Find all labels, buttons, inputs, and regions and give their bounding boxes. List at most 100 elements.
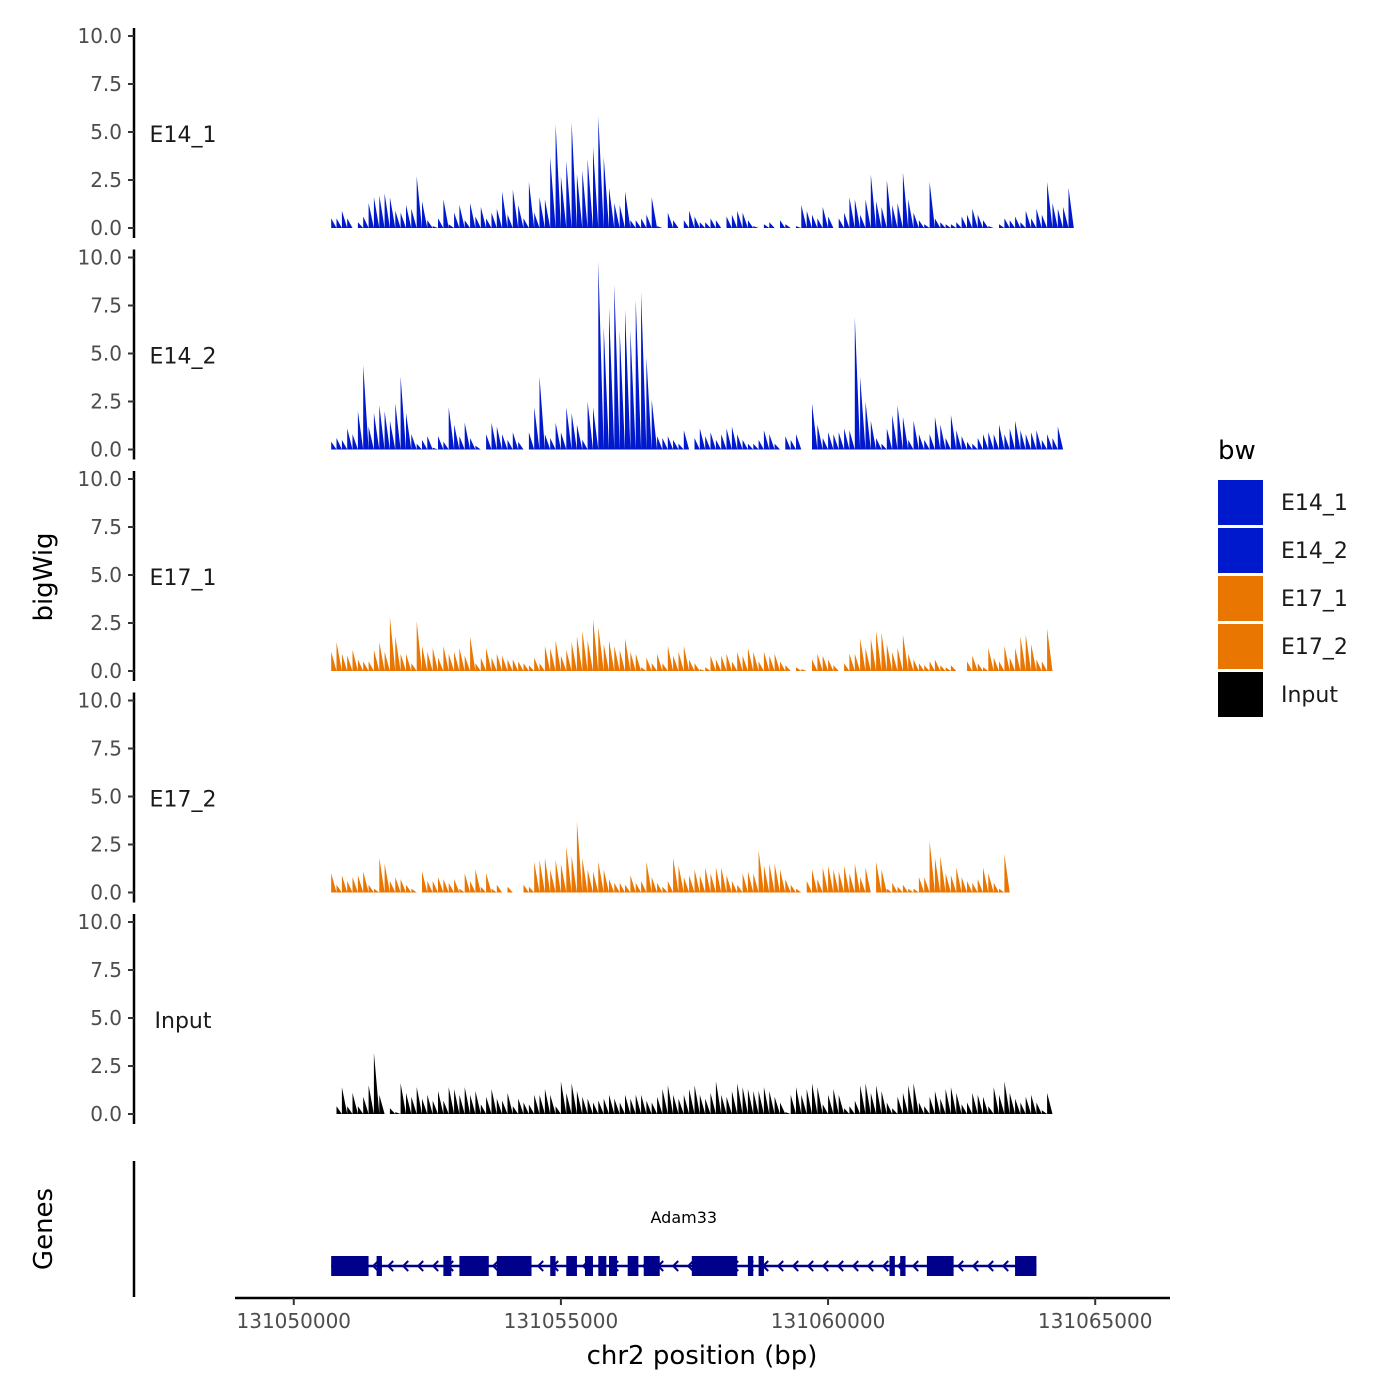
y-tick-label: 7.5 [90,958,122,982]
strand-arrow [386,1260,394,1272]
gene-exon [459,1256,489,1276]
strand-arrow [686,1260,694,1272]
y-tick-label: 7.5 [90,737,122,761]
y-tick-label: 5.0 [90,120,122,144]
legend-label: E17_1 [1281,587,1348,612]
coverage-area [331,617,1053,671]
gene-exon [584,1256,593,1276]
strand-arrow [791,1260,799,1272]
y-tick-label: 2.5 [90,833,122,857]
y-tick-label: 7.5 [90,515,122,539]
strand-arrow [536,1260,544,1272]
legend-label: E17_2 [1281,635,1348,660]
strand-arrow [881,1260,889,1272]
y-tick-label: 10.0 [77,246,122,270]
track-e17-1: 0.0 2.5 5.0 7.5 10.0 E17_1 [77,467,1053,683]
x-tick-label: 131060000 [771,1309,886,1333]
y-tick-label: 10.0 [77,689,122,713]
x-axis-title: chr2 position (bp) [587,1341,818,1371]
y-tick-label: 5.0 [90,1006,122,1030]
gene-exon [376,1256,382,1276]
gene-exon [443,1256,452,1276]
gene-exon [900,1256,906,1276]
strand-arrow [851,1260,859,1272]
coverage-area [331,1052,1053,1114]
y-tick-label: 10.0 [77,467,122,491]
y-tick-label: 5.0 [90,342,122,366]
strand-arrow [971,1260,979,1272]
gene-exon [627,1256,639,1276]
x-tick-label: 131055000 [504,1309,619,1333]
track-e17-2: 0.0 2.5 5.0 7.5 10.0 E17_2 [77,689,1010,905]
coverage-area [331,821,1010,893]
strand-arrow [431,1260,439,1272]
strand-arrow [416,1260,424,1272]
gene-panel: Adam33 [132,1161,1037,1297]
legend-key [1218,624,1263,669]
strand-arrow [821,1260,829,1272]
x-tick-label: 131065000 [1038,1309,1153,1333]
legend-key [1218,528,1263,573]
gene-exon [691,1256,738,1276]
legend-label: E14_2 [1281,539,1348,564]
y-tick-label: 5.0 [90,563,122,587]
gene-exon [550,1256,556,1276]
legend-key [1218,480,1263,525]
y-tick-label: 0.0 [90,881,122,905]
y-tick-label: 0.0 [90,1102,122,1126]
strand-arrow [371,1260,379,1272]
track-label: Input [155,1009,212,1034]
y-tick-label: 10.0 [77,910,122,934]
strand-arrow [776,1260,784,1272]
strand-arrow [1001,1260,1009,1272]
gene-exon [758,1256,764,1276]
gene-exon [331,1256,369,1276]
strand-arrow [671,1260,679,1272]
y-tick-label: 0.0 [90,438,122,462]
strand-arrow [866,1260,874,1272]
gene-exon [926,1256,954,1276]
y-tick-label: 0.0 [90,216,122,240]
gene-exon [598,1256,607,1276]
x-tick-label: 131050000 [237,1309,352,1333]
strand-arrow [836,1260,844,1272]
y-tick-label: 7.5 [90,294,122,318]
strand-arrow [911,1260,919,1272]
y-tick-label: 2.5 [90,611,122,635]
strand-arrow [806,1260,814,1272]
gene-exon [609,1256,618,1276]
legend-title: bw [1218,436,1256,466]
gene-exon [566,1256,577,1276]
legend-label: E14_1 [1281,491,1348,516]
gene-axis-title: Genes [29,1188,59,1270]
coverage-tracks: 0.0 2.5 5.0 7.5 10.0 E14_1 0.0 2.5 5.0 7.5 10.0 E14… [77,24,1074,1126]
y-tick-label: 2.5 [90,1054,122,1078]
legend-key [1218,672,1263,717]
track-e14-1: 0.0 2.5 5.0 7.5 10.0 E14_1 [77,24,1074,240]
gene-exon [1015,1256,1037,1276]
track-input: 0.0 2.5 5.0 7.5 10.0 Input [77,910,1053,1126]
y-tick-label: 10.0 [77,24,122,48]
strand-arrow [491,1260,499,1272]
track-label: E14_2 [150,345,217,370]
y-tick-label: 5.0 [90,785,122,809]
y-axis-title: bigWig [29,532,59,621]
track-label: E17_1 [150,566,217,591]
gene-exon [496,1256,532,1276]
y-tick-label: 0.0 [90,659,122,683]
legend: bw E14_1 E14_2 E17_1 E17_2 Input [1218,436,1348,717]
track-label: E14_1 [150,123,217,148]
gene-exon [643,1256,660,1276]
strand-arrow [956,1260,964,1272]
strand-arrow [401,1260,409,1272]
coverage-area [331,116,1074,228]
gene-exon [889,1256,895,1276]
track-e14-2: 0.0 2.5 5.0 7.5 10.0 E14_2 [77,246,1064,462]
strand-arrow [986,1260,994,1272]
y-tick-label: 2.5 [90,168,122,192]
track-label: E17_2 [150,788,217,813]
legend-key [1218,576,1263,621]
y-tick-label: 7.5 [90,72,122,96]
x-axis: 131050000 131055000 131060000 131065000 [235,1296,1170,1333]
